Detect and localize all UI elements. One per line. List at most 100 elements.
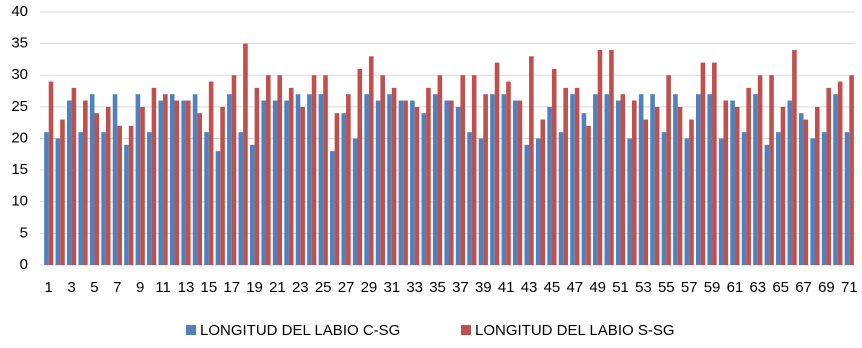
bar bbox=[615, 100, 621, 265]
bar bbox=[471, 75, 477, 265]
bar bbox=[55, 138, 61, 265]
bar bbox=[151, 87, 157, 266]
y-tick-label: 5 bbox=[20, 224, 28, 241]
bar bbox=[266, 75, 271, 265]
x-tick-label: 31 bbox=[383, 279, 400, 296]
x-tick-label: 11 bbox=[155, 279, 171, 296]
bar bbox=[368, 56, 374, 266]
x-tick-label: 43 bbox=[521, 279, 538, 296]
bar bbox=[677, 106, 683, 265]
x-tick-label: 25 bbox=[315, 279, 332, 296]
bar bbox=[540, 119, 546, 266]
y-tick-label: 30 bbox=[11, 66, 28, 83]
bar bbox=[426, 87, 431, 266]
bar bbox=[684, 138, 690, 265]
bar bbox=[71, 87, 77, 266]
y-tick-label: 10 bbox=[11, 193, 28, 210]
bar bbox=[243, 43, 248, 265]
bar bbox=[826, 87, 832, 266]
x-tick-label: 23 bbox=[292, 279, 309, 296]
bar bbox=[650, 94, 655, 265]
legend-label: LONGITUD DEL LABIO S-SG bbox=[475, 322, 675, 339]
y-tick-label: 35 bbox=[11, 35, 28, 52]
bar bbox=[288, 87, 294, 266]
x-tick-label: 67 bbox=[795, 279, 812, 296]
bar bbox=[158, 100, 164, 265]
x-tick-label: 21 bbox=[269, 279, 286, 296]
bar bbox=[410, 100, 415, 265]
bar bbox=[638, 94, 644, 265]
x-tick-label: 29 bbox=[361, 279, 378, 296]
bar bbox=[586, 125, 591, 265]
bar bbox=[814, 106, 820, 265]
bar bbox=[723, 100, 729, 265]
x-tick-label: 39 bbox=[475, 279, 492, 296]
bar bbox=[375, 100, 381, 265]
bar bbox=[689, 119, 694, 266]
bar bbox=[215, 151, 221, 265]
bar bbox=[135, 94, 141, 265]
x-tick-label: 49 bbox=[589, 279, 606, 296]
bar bbox=[66, 100, 72, 265]
bar bbox=[334, 113, 340, 265]
bar bbox=[387, 94, 392, 265]
bar bbox=[460, 75, 466, 265]
bar bbox=[197, 113, 202, 265]
bar bbox=[163, 94, 168, 265]
bar bbox=[272, 100, 278, 265]
bar bbox=[83, 100, 88, 265]
bar bbox=[712, 62, 717, 265]
bar bbox=[661, 132, 667, 265]
x-tick-label: 17 bbox=[223, 279, 240, 296]
x-tick-label: 63 bbox=[749, 279, 766, 296]
legend-swatch bbox=[186, 325, 196, 335]
x-tick-label: 7 bbox=[113, 279, 121, 296]
bar bbox=[174, 100, 180, 265]
bar bbox=[352, 138, 358, 265]
bar bbox=[718, 138, 724, 265]
x-tick-label: 3 bbox=[67, 279, 75, 296]
bar bbox=[432, 94, 438, 265]
bar bbox=[284, 100, 289, 265]
bar bbox=[220, 106, 225, 265]
bar bbox=[574, 87, 580, 266]
bar bbox=[208, 81, 214, 265]
legend-swatch bbox=[461, 325, 471, 335]
bar bbox=[643, 119, 649, 266]
bar bbox=[535, 138, 541, 265]
bar bbox=[490, 94, 495, 265]
bar bbox=[547, 106, 552, 265]
bar bbox=[730, 100, 735, 265]
bar bbox=[849, 75, 854, 265]
bar bbox=[323, 75, 328, 265]
bar bbox=[513, 100, 518, 265]
bar bbox=[238, 132, 244, 265]
y-tick-label: 15 bbox=[11, 161, 28, 178]
bar bbox=[494, 62, 500, 265]
bar bbox=[277, 75, 283, 265]
bar bbox=[449, 100, 454, 265]
bar bbox=[620, 94, 626, 265]
x-tick-label: 5 bbox=[90, 279, 98, 296]
bar bbox=[787, 100, 793, 265]
bar bbox=[181, 100, 186, 265]
bar bbox=[597, 49, 603, 266]
bar bbox=[346, 94, 351, 265]
bar bbox=[398, 100, 404, 265]
bar bbox=[318, 94, 324, 265]
bar bbox=[311, 75, 317, 265]
x-tick-label: 51 bbox=[612, 279, 629, 296]
bar bbox=[89, 94, 95, 265]
bar bbox=[403, 100, 408, 265]
bar bbox=[467, 132, 472, 265]
bar bbox=[609, 49, 614, 266]
bar bbox=[631, 100, 637, 265]
x-tick-label: 19 bbox=[246, 279, 263, 296]
bar bbox=[112, 94, 118, 265]
bar bbox=[330, 151, 335, 265]
bar bbox=[94, 113, 100, 265]
bar bbox=[140, 106, 145, 265]
bar bbox=[341, 113, 347, 265]
bar bbox=[391, 87, 397, 266]
